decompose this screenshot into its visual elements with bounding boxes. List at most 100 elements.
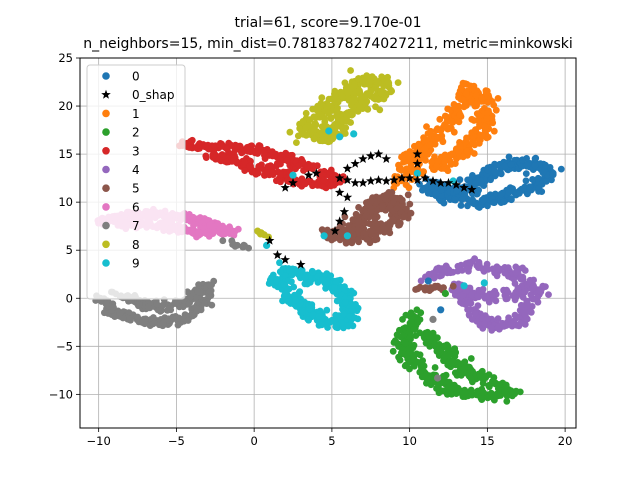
scatter-point (384, 73, 391, 81)
shap-star-marker (381, 176, 392, 186)
scatter-point (457, 142, 464, 150)
scatter-point (314, 181, 321, 189)
scatter-point (545, 291, 552, 298)
legend-label: 1 (132, 107, 140, 121)
scatter-point (516, 320, 524, 327)
scatter-point (310, 113, 318, 121)
scatter-point (461, 364, 468, 372)
scatter-point (223, 145, 231, 153)
scatter-point (394, 79, 402, 86)
scatter-point (407, 209, 415, 217)
scatter-point (429, 378, 437, 386)
scatter-point (276, 259, 283, 267)
scatter-point (484, 394, 492, 402)
scatter-point (437, 186, 445, 194)
scatter-point (474, 302, 482, 309)
scatter-point (362, 212, 370, 219)
scatter-point (536, 287, 544, 295)
scatter-point (331, 98, 339, 106)
scatter-point (487, 389, 495, 397)
legend-marker (102, 109, 110, 118)
scatter-point (370, 94, 378, 102)
scatter-point (472, 180, 479, 188)
scatter-point (348, 99, 356, 106)
scatter-point (429, 315, 437, 323)
shap-star-marker (420, 173, 430, 183)
scatter-point (187, 293, 194, 301)
shap-star-marker (350, 177, 360, 187)
shap-star-marker (342, 175, 353, 185)
scatter-point (505, 314, 512, 322)
scatter-point (153, 300, 161, 308)
scatter-point (447, 160, 455, 168)
scatter-point (427, 127, 435, 135)
shap-layer (264, 149, 477, 269)
legend-label: 3 (132, 144, 140, 158)
scatter-point (526, 183, 534, 191)
shap-star-marker (350, 158, 360, 168)
scatter-point (185, 300, 192, 308)
scatter-point (455, 118, 463, 126)
scatter-point (521, 321, 529, 328)
scatter-point (428, 182, 436, 190)
scatter-point (263, 241, 271, 249)
chart-title-line2: n_neighbors=15, min_dist=0.7818378274027… (83, 36, 573, 52)
scatter-point (344, 89, 351, 97)
scatter-point (529, 176, 536, 183)
scatter-point (189, 312, 197, 320)
scatter-point (215, 156, 223, 163)
scatter-point (523, 161, 531, 169)
legend-marker (102, 184, 110, 192)
scatter-point (462, 90, 470, 98)
scatter-point (417, 309, 425, 317)
scatter-point (414, 318, 422, 326)
scatter-point (377, 89, 385, 97)
scatter-point (466, 306, 474, 313)
shap-star-marker (373, 175, 384, 185)
shap-star-marker (397, 173, 407, 183)
scatter-point (455, 94, 462, 101)
scatter-point (428, 158, 436, 166)
legend-marker (102, 128, 110, 136)
scatter-point (480, 279, 488, 287)
scatter-point (365, 78, 373, 86)
scatter-point (372, 103, 379, 111)
legend-marker (102, 147, 110, 155)
scatter-point (523, 315, 530, 323)
scatter-point (284, 298, 292, 305)
scatter-point (501, 388, 509, 396)
y-tick-label: 20 (58, 99, 73, 113)
scatter-point (209, 223, 216, 231)
scatter-point (531, 162, 539, 170)
scatter-point (438, 272, 445, 279)
scatter-point (116, 310, 124, 318)
scatter-point (443, 113, 450, 121)
scatter-point (280, 281, 288, 289)
scatter-point (205, 232, 213, 240)
scatter-point (467, 355, 475, 362)
scatter-point (534, 174, 542, 182)
scatter-point (342, 239, 350, 247)
scatter-point (518, 162, 526, 170)
legend: 0 0_shap 1 2 3 4 5 6 7 8 9 (86, 64, 186, 300)
shap-star-marker (428, 176, 438, 186)
scatter-point (412, 332, 420, 339)
shap-star-marker (412, 175, 423, 185)
scatter-point (467, 375, 475, 382)
scatter-point (318, 321, 326, 329)
shap-star-marker (342, 192, 353, 202)
shap-star-marker (366, 176, 376, 186)
scatter-point (205, 145, 213, 153)
shap-star-marker (272, 250, 283, 260)
scatter-point (452, 390, 460, 397)
scatter-point (482, 265, 490, 272)
scatter-point (284, 177, 291, 185)
scatter-point (446, 351, 454, 359)
scatter-point (421, 144, 429, 152)
scatter-point (439, 198, 447, 206)
scatter-point (492, 392, 500, 399)
scatter-point (410, 352, 418, 360)
scatter-point (254, 169, 262, 177)
scatter-point (466, 363, 473, 371)
scatter-point (327, 272, 335, 280)
